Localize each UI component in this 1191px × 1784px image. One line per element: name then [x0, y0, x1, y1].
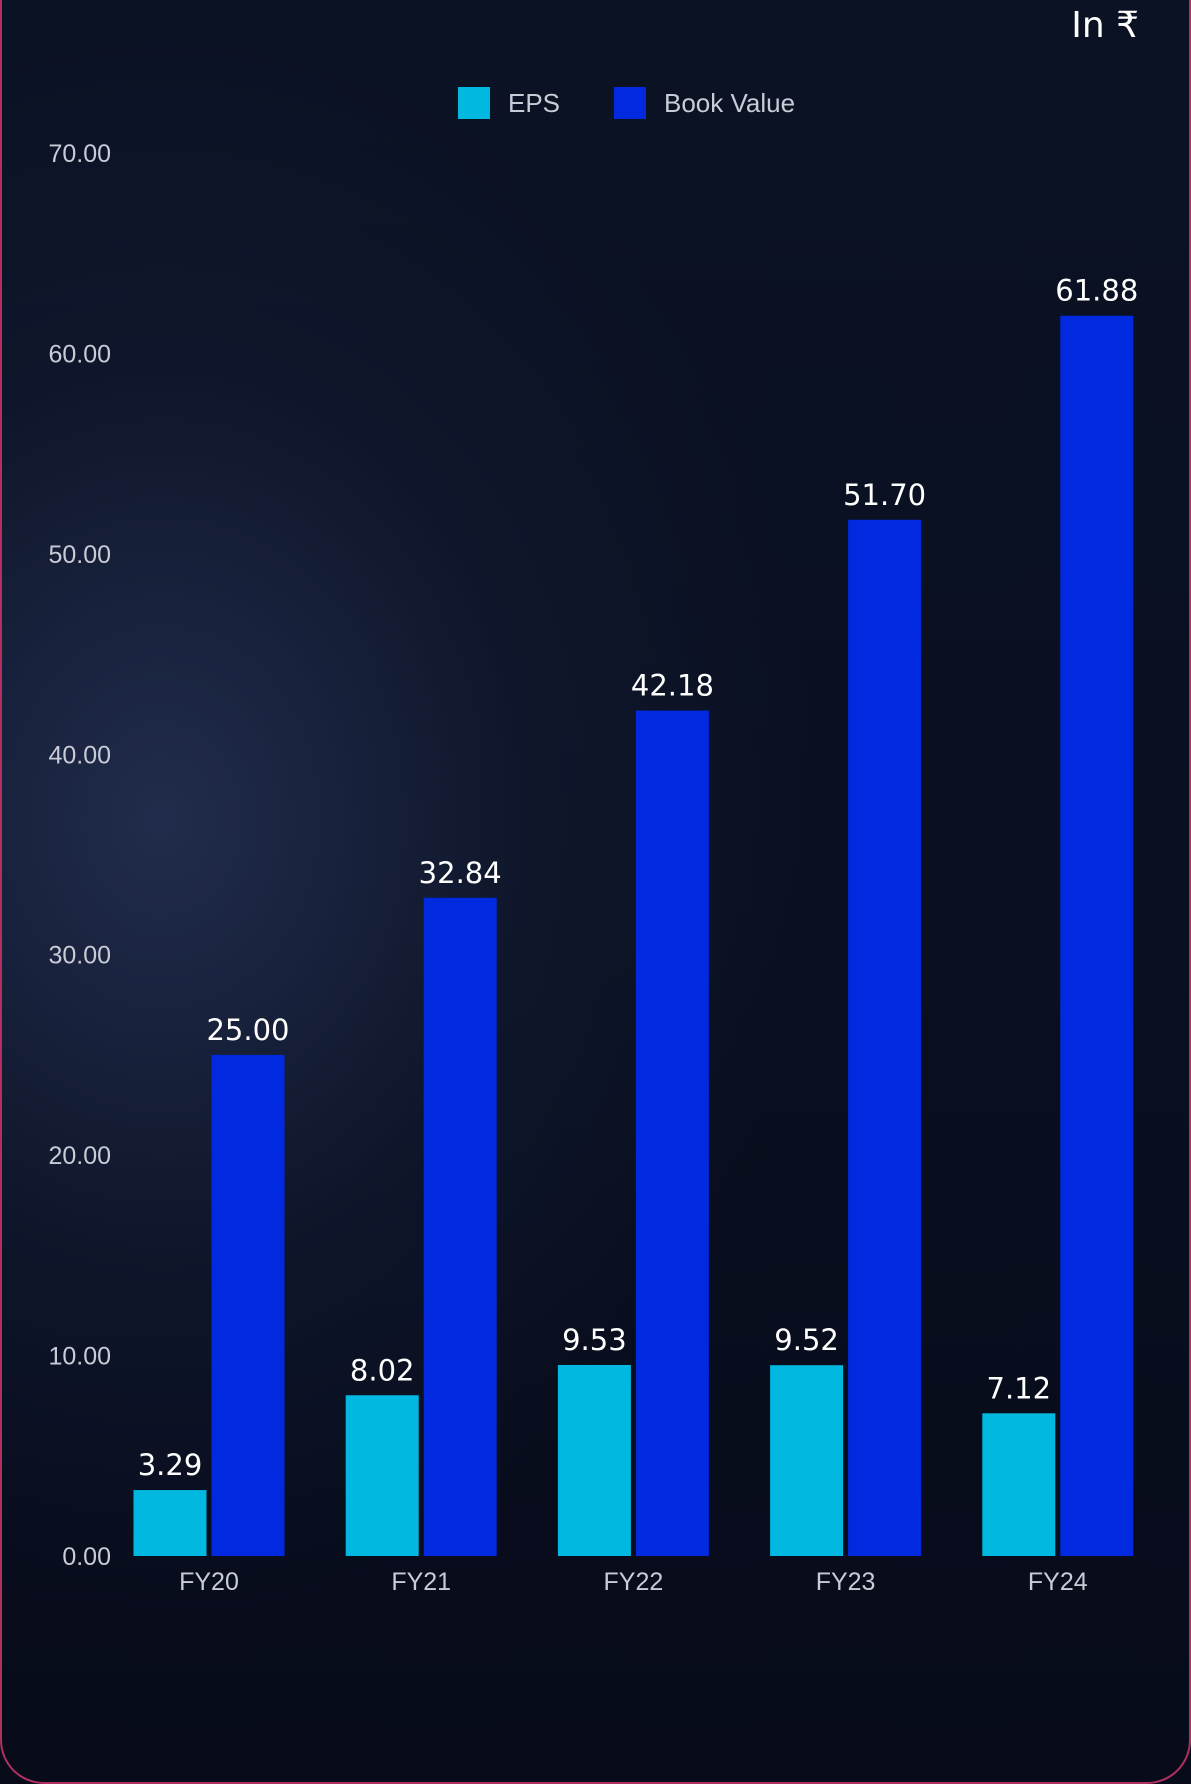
- data-label-eps-fy23: 9.52: [774, 1323, 839, 1357]
- legend-swatch-book-value[interactable]: [614, 87, 646, 119]
- x-tick-label-fy24: FY24: [1028, 1568, 1088, 1596]
- data-label-book-value-fy22: 42.18: [631, 669, 714, 703]
- bar-eps-fy21[interactable]: [345, 1395, 419, 1556]
- bar-book-value-fy22[interactable]: [635, 710, 709, 1556]
- bar-book-value-fy20[interactable]: [211, 1054, 285, 1556]
- bar-eps-fy22[interactable]: [557, 1364, 631, 1556]
- data-label-book-value-fy20: 25.00: [206, 1013, 289, 1047]
- x-tick-label-fy22: FY22: [604, 1568, 664, 1596]
- y-tick-label: 10.00: [48, 1343, 111, 1371]
- y-tick-label: 40.00: [48, 741, 111, 769]
- data-label-book-value-fy21: 32.84: [419, 856, 502, 890]
- chart-legend: EPS Book Value: [458, 87, 795, 119]
- y-tick-label: 0.00: [62, 1543, 111, 1571]
- x-tick-label-fy21: FY21: [391, 1568, 451, 1596]
- bar-eps-fy23[interactable]: [770, 1365, 844, 1556]
- bars: 3.29 25.00 8.02 32.84 9.53 42.18 9.52 51.70 7.12…: [133, 274, 1138, 1556]
- legend-swatch-eps[interactable]: [458, 87, 490, 119]
- x-axis: FY20 FY21 FY22 FY23 FY24: [179, 1568, 1088, 1596]
- x-tick-label-fy23: FY23: [816, 1568, 876, 1596]
- data-label-eps-fy22: 9.53: [562, 1323, 627, 1357]
- bar-book-value-fy23[interactable]: [848, 519, 922, 1556]
- y-tick-label: 70.00: [48, 140, 111, 168]
- bar-eps-fy20[interactable]: [133, 1490, 207, 1556]
- y-tick-label: 30.00: [48, 942, 111, 970]
- data-label-eps-fy21: 8.02: [350, 1353, 415, 1387]
- legend-label-book-value[interactable]: Book Value: [664, 88, 795, 118]
- data-label-book-value-fy24: 61.88: [1055, 274, 1138, 308]
- bar-book-value-fy24[interactable]: [1060, 315, 1134, 1556]
- y-tick-label: 50.00: [48, 541, 111, 569]
- unit-label: In ₹: [1071, 5, 1139, 46]
- y-axis: 0.00 10.00 20.00 30.00 40.00 50.00 60.00 70.00: [48, 140, 111, 1571]
- bar-eps-fy24[interactable]: [982, 1413, 1056, 1556]
- data-label-eps-fy20: 3.29: [138, 1448, 203, 1482]
- legend-label-eps[interactable]: EPS: [508, 88, 560, 118]
- bar-book-value-fy21[interactable]: [423, 897, 497, 1556]
- x-tick-label-fy20: FY20: [179, 1568, 239, 1596]
- y-tick-label: 60.00: [48, 340, 111, 368]
- y-tick-label: 20.00: [48, 1142, 111, 1170]
- data-label-eps-fy24: 7.12: [987, 1371, 1052, 1405]
- data-label-book-value-fy23: 51.70: [843, 478, 926, 512]
